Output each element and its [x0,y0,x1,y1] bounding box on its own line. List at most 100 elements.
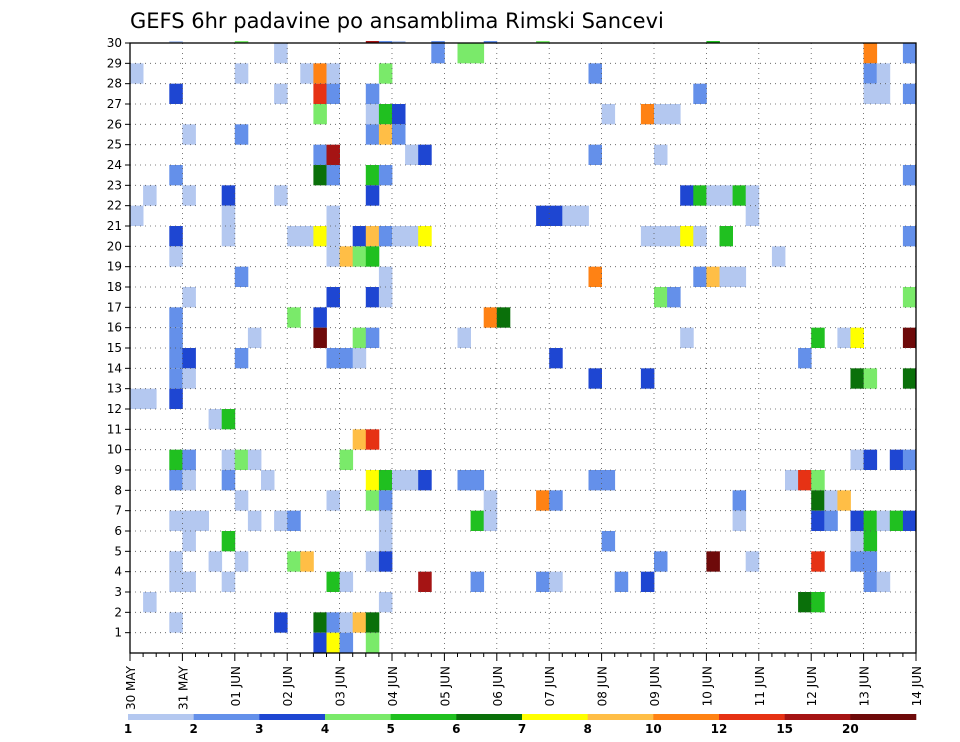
heatmap-cell [300,226,314,247]
colorbar-swatch [850,714,917,720]
heatmap-cell [339,449,354,470]
heatmap-cell [378,124,393,145]
heatmap-cell [549,490,563,511]
colorbar: 1 2 3 4 5 6 7 8 10 12 15 20 [124,714,917,736]
heatmap-cell [352,348,367,369]
x-tick-label: 13 JUN [858,666,872,706]
heatmap-cell [588,470,602,491]
heatmap-cell [326,144,340,165]
heatmap-cell [902,43,917,64]
heatmap-cell [169,612,183,633]
heatmap-cell [326,165,340,186]
colorbar-label: 1 [124,722,132,736]
heatmap-cell [352,327,367,348]
heatmap-cell [313,63,327,84]
heatmap-cell [274,43,288,64]
heatmap-cell [902,368,917,389]
heatmap-cell [365,612,380,633]
heatmap-cell [706,266,720,287]
heatmap-cell [457,327,471,348]
heatmap-cell [326,632,340,653]
heatmap-cell [470,510,485,531]
heatmap-cell [365,429,380,450]
heatmap-cell [850,327,864,348]
heatmap-cell [274,185,288,206]
heatmap-cell [850,449,864,470]
colorbar-swatch [784,714,851,720]
colorbar-label: 5 [386,722,394,736]
y-tick-label: 27 [107,97,122,111]
y-tick-label: 29 [107,56,122,70]
heatmap-cell [221,226,236,247]
heatmap-cell [418,470,432,491]
y-tick-label: 2 [114,605,122,619]
heatmap-cell [313,226,327,247]
heatmap-cell [313,307,327,328]
heatmap-cell [143,185,157,206]
heatmap-cell [300,63,314,84]
heatmap-cell [169,41,183,43]
y-tick-label: 3 [114,585,122,599]
heatmap-cell [601,104,616,125]
x-tick-label: 03 JUN [334,666,348,706]
heatmap-cell [470,571,485,592]
heatmap-cell [706,41,720,43]
heatmap-cell [588,266,602,287]
heatmap-cell [130,63,144,84]
heatmap-cell [536,41,550,43]
heatmap-cell [850,510,864,531]
heatmap-cell [365,124,380,145]
heatmap-cell [902,226,917,247]
y-tick-label: 4 [114,565,122,579]
heatmap-cell [313,144,327,165]
heatmap-cell [365,104,380,125]
colorbar-label: 20 [842,722,859,736]
heatmap-cell [274,83,288,104]
heatmap-cell [365,327,380,348]
y-tick-label: 30 [107,36,122,50]
y-tick-label: 6 [114,524,122,538]
heatmap-cell [326,571,340,592]
heatmap-cell [221,205,236,226]
heatmap-cell [365,246,380,267]
heatmap-cell [824,490,838,511]
heatmap-cell [496,307,511,328]
heatmap-cell [169,327,183,348]
heatmap-cell [732,510,747,531]
heatmap-cell [824,510,838,531]
heatmap-cell [313,83,327,104]
y-tick-label: 7 [114,504,122,518]
heatmap-cell [143,592,157,613]
heatmap-cell [313,612,327,633]
heatmap-cell [745,185,760,206]
colorbar-swatch [653,714,720,720]
chart-title: GEFS 6hr padavine po ansamblima Rimski S… [130,9,664,33]
heatmap-cell [378,490,393,511]
heatmap-cell [365,185,380,206]
x-tick-label: 01 JUN [229,666,243,706]
heatmap-cell [850,368,864,389]
heatmap-cell [667,104,681,125]
heatmap-cell [234,266,249,287]
colorbar-label: 7 [518,722,526,736]
y-tick-label: 8 [114,483,122,497]
heatmap-cell [654,287,668,308]
heatmap-cell [221,571,236,592]
heatmap-cell [719,266,733,287]
heatmap-cell [300,551,314,572]
y-tick-label: 17 [107,300,122,314]
heatmap-cell [693,266,707,287]
heatmap-cell [863,63,878,84]
heatmap-cell [326,612,340,633]
heatmap-cell [431,43,445,64]
heatmap-cell [169,348,183,369]
heatmap-cell [326,348,340,369]
heatmap-cell [392,104,406,125]
heatmap-cell [418,571,432,592]
heatmap-cell [798,592,812,613]
heatmap-cell [483,307,498,328]
y-tick-label: 16 [107,321,122,335]
heatmap-cell [785,470,799,491]
heatmap-cell [378,470,393,491]
heatmap-cell [562,205,576,226]
